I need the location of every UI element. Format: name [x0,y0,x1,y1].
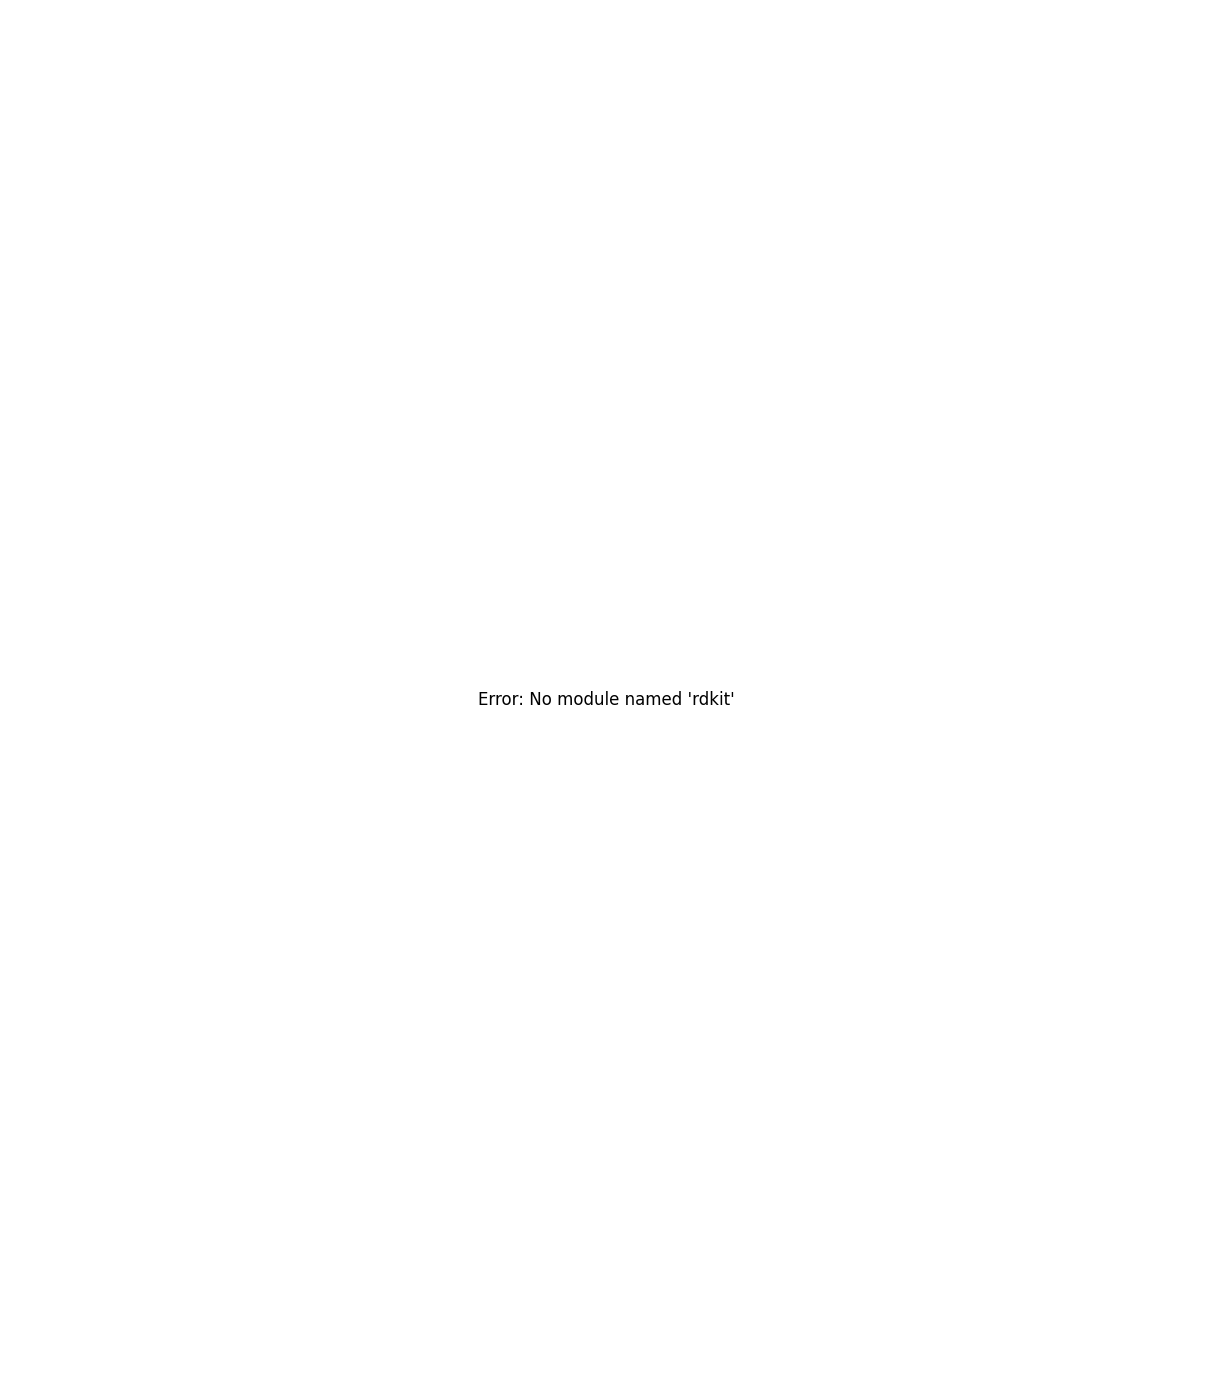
Text: Error: No module named 'rdkit': Error: No module named 'rdkit' [478,692,734,708]
